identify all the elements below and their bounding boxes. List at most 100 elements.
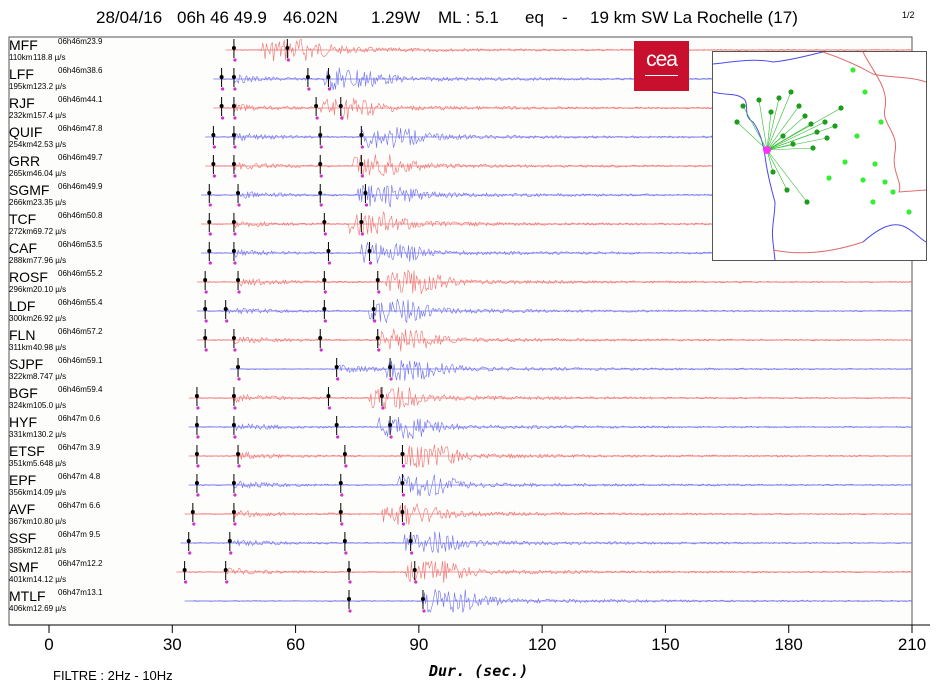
pick-marker — [342, 539, 347, 543]
arrival-time: 06h47m 9.5 — [58, 530, 101, 539]
map-station-dot — [824, 135, 830, 141]
pick-marker — [203, 336, 208, 340]
pick-marker — [318, 336, 323, 340]
pick-tag — [327, 406, 332, 410]
page-number: 1/2 — [902, 10, 915, 20]
station-name: QUIF — [9, 124, 43, 140]
pick-marker — [203, 307, 208, 311]
pick-tag — [208, 203, 212, 207]
pick-tag — [196, 493, 200, 497]
pick-marker — [194, 452, 199, 456]
pick-tag — [414, 580, 418, 584]
header-lat: 46.02N — [283, 8, 338, 27]
pick-marker — [388, 423, 393, 427]
trace-rosf — [196, 269, 913, 294]
waveform — [196, 474, 912, 497]
station-distance: 331km — [9, 430, 34, 439]
station-label-etsf: ETSF 06h47m 3.9 351km 5.648 µ/s — [9, 443, 159, 472]
station-distance: 232km — [9, 111, 34, 120]
station-label-ldf: LDF 06h46m55.4 300km 26.92 µ/s — [9, 298, 159, 327]
pick-marker — [186, 539, 191, 543]
trace-avf — [184, 502, 912, 526]
map-station-dot — [790, 141, 796, 147]
map-station-dot — [854, 133, 860, 139]
pick-marker — [334, 423, 339, 427]
station-name: MTLF — [9, 588, 46, 604]
pick-marker — [400, 452, 405, 456]
epicenter-marker — [763, 146, 771, 154]
station-distance: 272km — [9, 227, 34, 236]
header-time: 06h 46 49.9 — [177, 8, 267, 27]
peak-amplitude: 69.72 µ/s — [33, 227, 67, 236]
station-distance: 265km — [9, 169, 34, 178]
map-ray — [766, 91, 792, 151]
pick-tag — [348, 580, 352, 584]
pick-tag — [401, 522, 406, 526]
pick-tag — [373, 319, 377, 323]
map-ray — [766, 149, 788, 191]
station-name: ETSF — [9, 443, 45, 459]
pick-marker — [346, 597, 351, 601]
map-station-dot — [734, 119, 740, 125]
pick-marker — [359, 220, 364, 224]
pick-marker — [326, 394, 331, 398]
peak-amplitude: 14.12 µ/s — [33, 575, 67, 584]
map-station-dot — [756, 97, 762, 103]
arrival-time: 06h47m13.1 — [58, 588, 103, 597]
pick-marker — [322, 307, 327, 311]
pick-marker — [367, 249, 372, 253]
pick-marker — [388, 365, 393, 369]
waveform — [237, 359, 912, 381]
pick-marker — [211, 133, 216, 137]
station-name: RJF — [9, 95, 35, 111]
map-ray — [766, 107, 842, 151]
trace-sjpf — [229, 358, 912, 381]
map-ray — [766, 97, 780, 151]
pick-tag — [344, 464, 348, 468]
cea-logo-text: cea — [646, 48, 678, 71]
pick-marker — [223, 307, 228, 311]
pick-tag — [327, 261, 332, 265]
station-label-rjf: RJF 06h46m44.1 232km 157.4 µ/s — [9, 95, 159, 124]
station-distance: 254km — [9, 140, 34, 149]
station-label-rosf: ROSF 06h46m55.2 296km 20.10 µ/s — [9, 269, 159, 298]
station-name: SMF — [9, 559, 39, 575]
trace-mtlf — [184, 589, 912, 614]
station-name: LFF — [9, 66, 34, 82]
station-label-tcf: TCF 06h46m50.8 272km 69.72 µ/s — [9, 211, 159, 240]
mediterranean-coast — [862, 224, 927, 243]
trace-hyf — [188, 416, 912, 440]
pick-marker — [400, 481, 405, 485]
map-ray — [766, 105, 800, 151]
trace-ssf — [180, 531, 912, 555]
pick-marker — [379, 394, 384, 398]
peak-amplitude: 12.81 µ/s — [33, 546, 67, 555]
pick-tag — [233, 406, 237, 410]
pick-tag — [233, 232, 237, 236]
peak-amplitude: 130.2 µ/s — [33, 430, 67, 439]
pick-tag — [319, 145, 323, 149]
station-distance: 385km — [9, 546, 34, 555]
peak-amplitude: 40.98 µ/s — [33, 343, 67, 352]
station-label-quif: QUIF 06h46m47.8 254km 42.53 µ/s — [9, 124, 159, 153]
map-station-dot — [788, 89, 794, 95]
waveform — [184, 560, 912, 583]
pick-marker — [231, 162, 236, 166]
station-name: SSF — [9, 530, 37, 546]
pick-marker — [322, 220, 327, 224]
map-station-dot — [890, 189, 896, 195]
pick-tag — [233, 145, 237, 149]
pick-tag — [233, 87, 237, 91]
pick-tag — [237, 203, 241, 207]
station-name: HYF — [9, 414, 37, 430]
map-drawing — [712, 51, 927, 261]
map-station-dot — [808, 121, 814, 127]
pick-tag — [188, 551, 192, 555]
pick-marker — [211, 162, 216, 166]
pick-tag — [196, 435, 200, 439]
pick-tag — [233, 493, 237, 497]
x-tick-label: 60 — [286, 635, 306, 654]
map-station-dot — [768, 109, 774, 115]
map-station-dot — [826, 175, 832, 181]
station-label-smf: SMF 06h47m12.2 401km 14.12 µ/s — [9, 559, 159, 588]
